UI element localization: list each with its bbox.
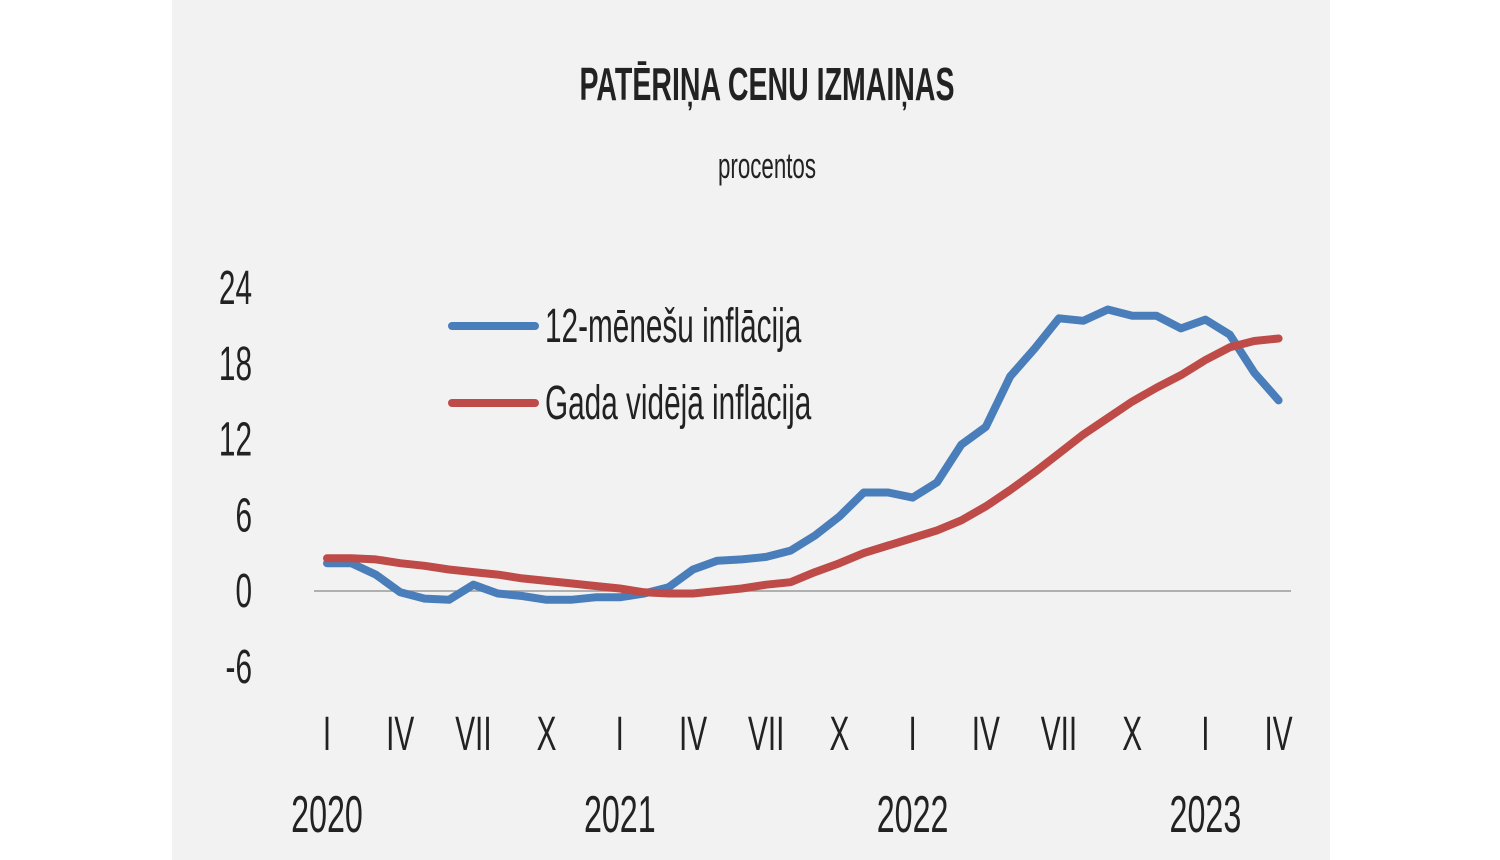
- x-tick-label: X: [537, 708, 557, 761]
- x-tick-label: I: [1201, 708, 1209, 761]
- y-tick-label: -6: [226, 641, 252, 694]
- x-tick-label: I: [908, 708, 916, 761]
- year-label: 2023: [1170, 786, 1242, 844]
- chart-panel: [172, 0, 1330, 860]
- x-tick-label: IV: [679, 708, 707, 761]
- y-tick-label: 12: [219, 413, 252, 466]
- year-label: 2022: [877, 786, 949, 844]
- year-label: 2020: [291, 786, 363, 844]
- x-tick-label: VII: [455, 708, 491, 761]
- x-tick-label: VII: [1041, 708, 1077, 761]
- chart-title: PATĒRIŅA CENU IZMAIŅAS: [580, 59, 955, 111]
- x-tick-label: IV: [386, 708, 414, 761]
- x-tick-label: X: [829, 708, 849, 761]
- x-tick-label: IV: [972, 708, 1000, 761]
- y-tick-label: 6: [235, 489, 252, 542]
- x-tick-label: IV: [1265, 708, 1293, 761]
- series-line-0: [323, 305, 1283, 604]
- x-tick-label: I: [323, 708, 331, 761]
- x-tick-label: I: [616, 708, 624, 761]
- series-line-1: [323, 334, 1283, 598]
- y-tick-label: 18: [219, 338, 252, 391]
- legend-label: Gada vidējā inflācija: [545, 377, 812, 430]
- y-tick-label: 0: [235, 565, 252, 618]
- x-tick-label: VII: [748, 708, 784, 761]
- legend-label: 12-mēnešu inflācija: [545, 300, 802, 353]
- year-label: 2021: [584, 786, 656, 844]
- chart-subtitle: procentos: [718, 147, 816, 187]
- x-tick-label: X: [1122, 708, 1142, 761]
- y-tick-label: 24: [219, 262, 252, 315]
